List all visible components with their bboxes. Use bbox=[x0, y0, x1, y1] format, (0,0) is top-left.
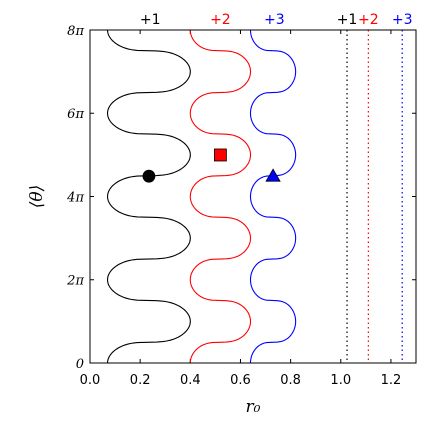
series-line-1 bbox=[189, 30, 252, 363]
x-tick-label-0: 0.0 bbox=[80, 373, 101, 388]
plot-frame bbox=[89, 29, 417, 364]
top-label-4: +2 bbox=[358, 12, 379, 28]
series-line-2 bbox=[249, 29, 297, 364]
top-label-5: +3 bbox=[392, 12, 413, 28]
x-axis-label: r₀ bbox=[246, 397, 261, 417]
y-tick-label-4: 8π bbox=[67, 24, 84, 39]
marker-square-1 bbox=[213, 148, 227, 162]
top-label-3: +1 bbox=[337, 12, 358, 28]
marker-circle-0 bbox=[142, 169, 156, 183]
labels-group: +1 +2 +3 +1 +2 +3 bbox=[140, 12, 413, 28]
y-tick-label-2: 4π bbox=[66, 190, 84, 205]
x-tick-label-4: 0.8 bbox=[280, 373, 301, 388]
top-label-2: +3 bbox=[264, 12, 285, 28]
x-tick-label-2: 0.4 bbox=[180, 373, 201, 388]
marker-triangle-2 bbox=[265, 168, 281, 182]
x-tick-label-6: 1.2 bbox=[381, 373, 402, 388]
x-tick-label-1: 0.2 bbox=[130, 373, 151, 388]
x-tick-label-3: 0.6 bbox=[230, 373, 251, 388]
vertical-lines-group bbox=[346, 30, 403, 363]
ticks-group: 0.0 0.2 0.4 0.6 0.8 1.0 1.2 0 2π 4π 6π 8π bbox=[66, 24, 416, 388]
series-line-0 bbox=[106, 29, 191, 364]
top-label-1: +2 bbox=[210, 12, 231, 28]
y-tick-label-0: 0 bbox=[76, 357, 84, 372]
top-label-0: +1 bbox=[140, 12, 161, 28]
y-tick-label-1: 2π bbox=[66, 274, 84, 289]
markers-group bbox=[142, 148, 281, 183]
series-group bbox=[106, 29, 297, 364]
y-axis-label: ⟨θ⟩ bbox=[27, 185, 47, 209]
x-tick-label-5: 1.0 bbox=[330, 373, 351, 388]
y-tick-label-3: 6π bbox=[67, 107, 84, 122]
